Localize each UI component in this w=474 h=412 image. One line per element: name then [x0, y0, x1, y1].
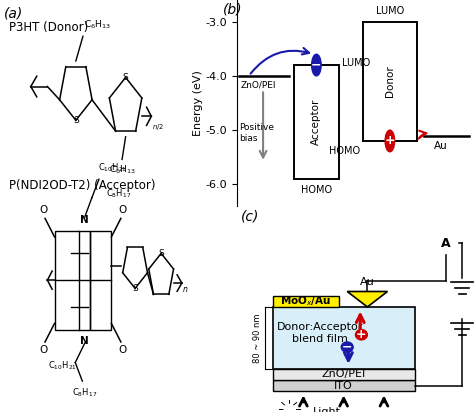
Text: ZnO/PEI: ZnO/PEI: [240, 80, 276, 89]
Circle shape: [311, 54, 321, 76]
Text: O: O: [40, 205, 48, 215]
Bar: [294, 65, 339, 179]
Text: C$_8$H$_{17}$: C$_8$H$_{17}$: [106, 187, 131, 200]
Bar: [55, 231, 90, 330]
Polygon shape: [347, 292, 387, 307]
Text: LUMO: LUMO: [342, 58, 371, 68]
Text: (a): (a): [4, 6, 23, 20]
Text: C$_{10}$H$_{21}$: C$_{10}$H$_{21}$: [48, 359, 77, 372]
Y-axis label: Energy (eV): Energy (eV): [193, 70, 203, 136]
Text: O: O: [40, 345, 48, 355]
Text: −: −: [342, 341, 353, 353]
Bar: [273, 296, 339, 307]
Text: HOMO: HOMO: [329, 146, 360, 157]
Text: −: −: [311, 59, 322, 72]
Text: S: S: [73, 116, 79, 125]
Text: ZnO/PEI: ZnO/PEI: [321, 370, 366, 379]
Text: C$_{10}$H$_{21}$: C$_{10}$H$_{21}$: [98, 162, 127, 174]
Text: C$_6$H$_{13}$: C$_6$H$_{13}$: [109, 164, 136, 176]
Text: C$_8$H$_{17}$: C$_8$H$_{17}$: [72, 386, 97, 398]
Text: LUMO: LUMO: [376, 6, 404, 16]
Circle shape: [434, 233, 457, 253]
Text: P(NDI2OD-T2) (Acceptor): P(NDI2OD-T2) (Acceptor): [9, 179, 156, 192]
Text: $_{n/2}$: $_{n/2}$: [152, 122, 164, 133]
Text: S: S: [132, 284, 138, 293]
Text: P3HT (Donor): P3HT (Donor): [9, 21, 89, 34]
Text: Au: Au: [360, 277, 375, 287]
Text: $_n$: $_n$: [182, 285, 189, 295]
Text: Donor:Acceptor
blend film: Donor:Acceptor blend film: [277, 322, 363, 344]
Bar: [273, 307, 415, 369]
Circle shape: [356, 330, 367, 340]
Text: C$_6$H$_{13}$: C$_6$H$_{13}$: [84, 19, 111, 31]
Text: Au: Au: [434, 141, 448, 151]
Text: Positive
bias: Positive bias: [239, 123, 274, 143]
Text: O: O: [118, 345, 126, 355]
Text: S: S: [158, 249, 164, 258]
Text: +: +: [384, 134, 395, 147]
Text: ITO: ITO: [334, 381, 353, 391]
Text: Acceptor: Acceptor: [311, 99, 321, 145]
Bar: [273, 380, 415, 391]
Text: MoO$_x$/Au: MoO$_x$/Au: [280, 295, 331, 308]
Bar: [363, 22, 417, 141]
Text: 80 ~ 90 nm: 80 ~ 90 nm: [253, 313, 262, 363]
Text: (c): (c): [240, 209, 259, 223]
Circle shape: [284, 405, 294, 412]
Text: Light: Light: [313, 407, 341, 412]
Text: S: S: [123, 73, 128, 82]
Bar: [90, 231, 111, 330]
Text: +: +: [356, 328, 367, 341]
Bar: [273, 369, 415, 380]
Text: Donor: Donor: [385, 66, 395, 97]
Circle shape: [341, 342, 353, 352]
Text: (b): (b): [223, 3, 242, 17]
Text: HOMO: HOMO: [301, 185, 332, 195]
Text: A: A: [441, 236, 450, 250]
Text: O: O: [118, 205, 126, 215]
Text: N: N: [81, 336, 89, 346]
Text: N: N: [81, 215, 89, 225]
Circle shape: [385, 130, 394, 152]
